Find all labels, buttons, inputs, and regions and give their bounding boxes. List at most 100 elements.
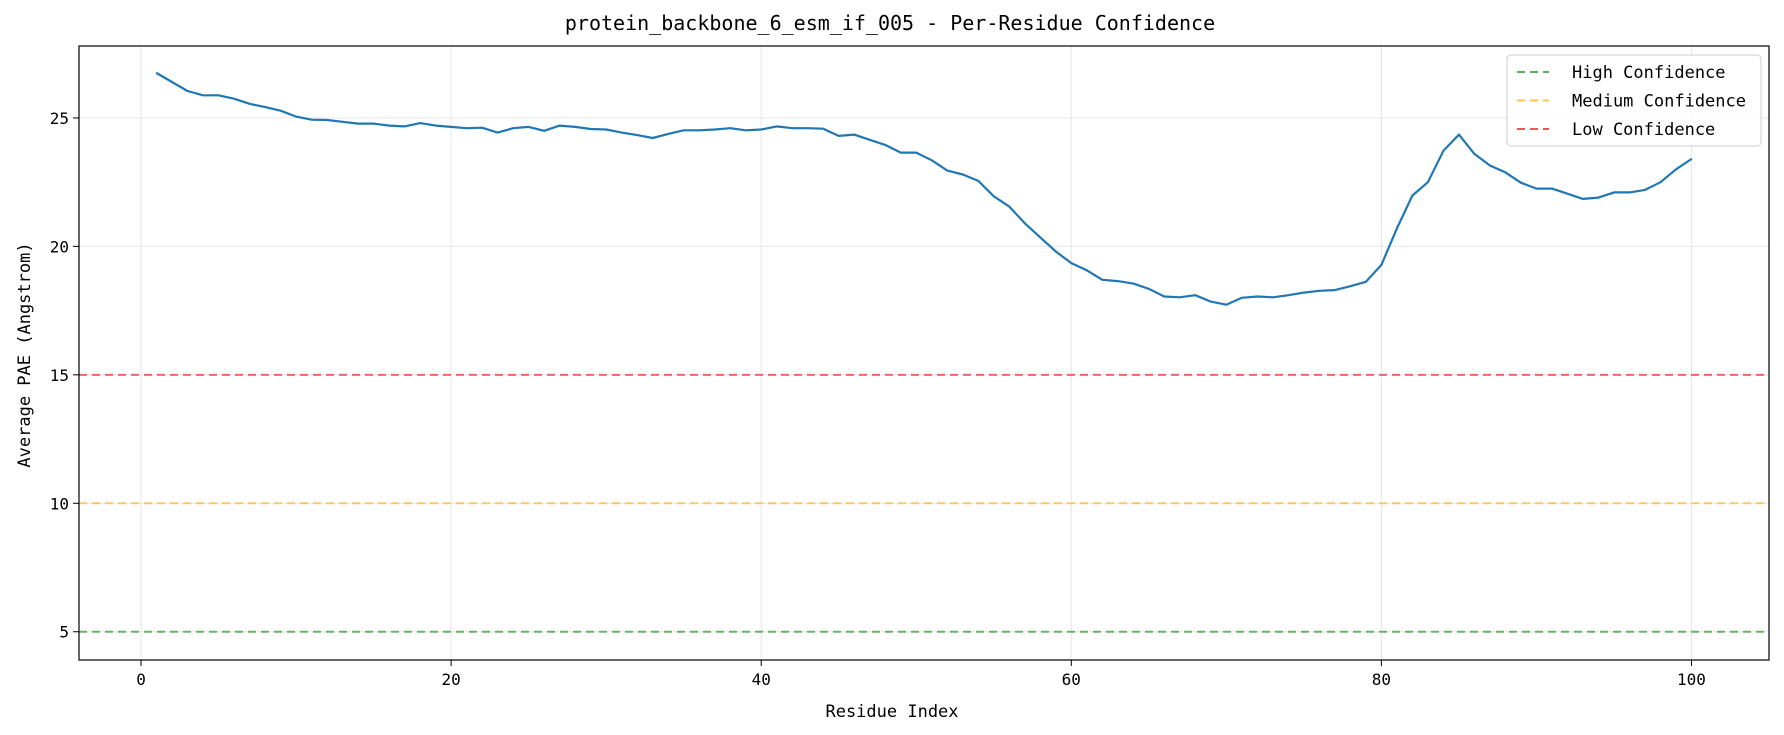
data-point: [543, 130, 545, 132]
y-tick-label: 5: [59, 623, 69, 642]
data-point: [713, 128, 716, 131]
data-point: [868, 139, 871, 141]
data-point: [589, 128, 592, 130]
data-point: [1024, 222, 1026, 225]
data-point: [1551, 187, 1553, 190]
data-point: [496, 131, 499, 134]
data-point: [729, 127, 731, 129]
data-point: [1535, 187, 1538, 190]
data-point: [744, 129, 747, 132]
data-point: [1070, 262, 1073, 264]
data-point: [1520, 181, 1522, 184]
data-point: [1644, 189, 1646, 191]
data-point: [1039, 236, 1042, 239]
data-point: [1132, 282, 1135, 285]
data-point: [1597, 196, 1600, 199]
data-point: [1194, 294, 1197, 297]
y-axis-ticks: 5 10 15 20 25: [50, 109, 79, 642]
data-point: [202, 94, 204, 97]
data-point: [1163, 295, 1166, 298]
data-point: [605, 128, 607, 131]
data-point: [403, 125, 406, 128]
data-point: [1566, 192, 1569, 195]
plot-frame: [78, 45, 1770, 661]
data-point: [791, 127, 793, 129]
data-point: [450, 126, 452, 128]
data-point: [1086, 269, 1088, 272]
data-point: [899, 151, 902, 154]
data-point: [574, 126, 576, 128]
series-line: [155, 72, 1693, 306]
data-point: [1241, 297, 1243, 299]
data-point: [481, 126, 483, 129]
data-point: [326, 119, 328, 121]
data-point: [248, 103, 251, 105]
data-point: [155, 72, 158, 74]
legend-label: Low Confidence: [1572, 120, 1715, 140]
x-tick-label: 0: [136, 670, 146, 689]
legend-label: High Confidence: [1572, 63, 1726, 83]
x-axis-title: Residue Index: [825, 702, 958, 722]
data-point: [1287, 294, 1290, 297]
data-point: [512, 127, 514, 129]
data-point: [357, 122, 359, 125]
data-point: [682, 129, 685, 132]
data-point: [1489, 164, 1491, 167]
data-point: [1225, 303, 1228, 306]
data-point: [1055, 250, 1057, 253]
data-point: [884, 144, 886, 146]
data-point: [527, 126, 530, 128]
data-point: [171, 81, 173, 83]
data-point: [620, 131, 623, 134]
data-point: [465, 127, 468, 129]
y-tick-label: 25: [50, 109, 69, 128]
data-point: [1101, 279, 1104, 281]
data-point: [806, 127, 809, 129]
y-tick-label: 15: [50, 366, 69, 385]
data-point: [341, 121, 344, 123]
data-point: [915, 151, 917, 154]
y-tick-label: 10: [50, 494, 69, 513]
data-point: [264, 106, 266, 108]
data-point: [1117, 280, 1119, 282]
data-point: [310, 118, 313, 121]
data-point: [1411, 194, 1414, 197]
data-point: [217, 94, 220, 97]
data-point: [1179, 296, 1181, 299]
data-point: [775, 125, 778, 128]
data-point: [1504, 171, 1507, 174]
y-tick-label: 20: [50, 237, 69, 256]
data-point: [1613, 191, 1615, 194]
data-point: [279, 109, 282, 112]
data-point: [651, 137, 654, 139]
data-point: [186, 90, 189, 92]
data-point: [233, 97, 235, 100]
x-tick-label: 40: [752, 670, 771, 689]
data-point: [1272, 296, 1274, 299]
legend-label: Medium Confidence: [1572, 92, 1746, 112]
data-point: [1210, 300, 1212, 303]
data-point: [1659, 181, 1662, 183]
data-point: [1148, 288, 1150, 290]
data-point: [1396, 227, 1398, 230]
data-point: [1365, 281, 1367, 283]
data-point: [1473, 153, 1476, 155]
data-point: [1628, 191, 1631, 194]
data-point: [1458, 133, 1460, 136]
data-point: [1349, 285, 1352, 288]
data-point: [1380, 264, 1383, 266]
data-point: [853, 133, 855, 136]
data-point: [1334, 289, 1336, 291]
data-point: [993, 195, 995, 198]
data-point: [295, 115, 297, 118]
data-point: [977, 180, 980, 182]
data-point: [1427, 181, 1429, 183]
data-point: [698, 129, 700, 132]
data-point: [636, 134, 638, 136]
data-point: [419, 122, 421, 124]
data-point: [372, 122, 375, 125]
data-point: [1442, 150, 1445, 152]
data-point: [1008, 205, 1011, 208]
x-axis-ticks: 0 20 40 60 80 100: [136, 660, 1706, 689]
